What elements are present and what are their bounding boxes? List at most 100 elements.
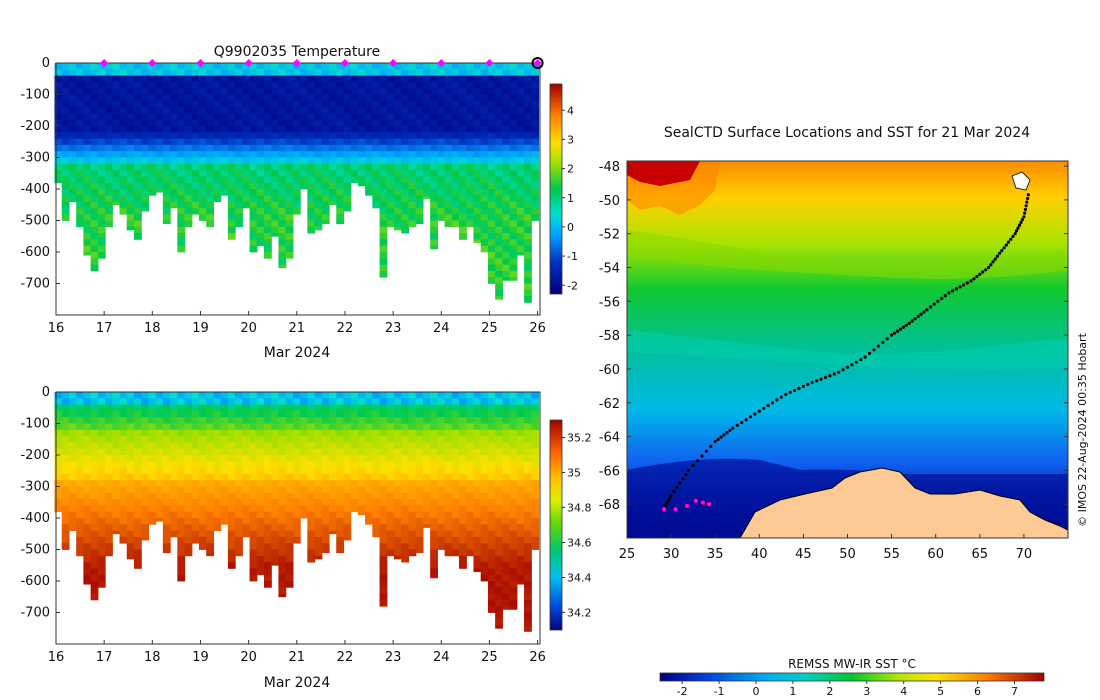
profile-cell [401, 467, 410, 475]
track-point [810, 380, 814, 385]
profile-cell [401, 63, 410, 70]
profile-cell [314, 492, 323, 500]
profile-cell [321, 144, 330, 152]
profile-cell [256, 176, 265, 184]
profile-cell [357, 486, 366, 494]
profile-cell [76, 486, 84, 494]
profile-cell [386, 549, 395, 557]
profile-cell [83, 119, 92, 127]
profile-cell [68, 69, 77, 76]
profile-cell [141, 170, 149, 177]
profile-cell [76, 467, 84, 475]
profile-cell [198, 536, 207, 544]
profile-cell [516, 461, 525, 468]
profile-cell [278, 264, 287, 269]
profile-cell [68, 88, 77, 95]
profile-cell [444, 404, 453, 412]
profile-cell [141, 144, 149, 152]
profile-cell [206, 195, 215, 202]
profile-cell [126, 404, 135, 412]
profile-cell [105, 195, 113, 202]
profile-cell [336, 132, 345, 139]
profile-cell [148, 138, 157, 146]
profile-cell [177, 410, 186, 418]
profile-cell [278, 505, 287, 513]
profile-cell [271, 392, 280, 399]
profile-cell [285, 467, 294, 475]
profile-cell [133, 214, 142, 221]
profile-cell [235, 404, 243, 412]
track-point [801, 384, 806, 388]
profile-cell [495, 289, 503, 297]
profile-cell [126, 119, 135, 127]
profile-cell [105, 448, 113, 456]
profile-cell [198, 138, 207, 146]
profile-cell [278, 429, 287, 437]
profile-cell [459, 392, 467, 399]
profile-cell [350, 461, 359, 468]
profile-cell [271, 226, 280, 234]
profile-cell [473, 480, 482, 487]
profile-cell [235, 524, 243, 531]
profile-cell [249, 461, 258, 468]
track-point [898, 327, 903, 331]
profile-cell [68, 63, 77, 70]
profile-cell [524, 524, 532, 531]
profile-cell [422, 75, 431, 83]
profile-cell [495, 252, 503, 259]
profile-cell [466, 75, 475, 83]
profile-column [437, 392, 446, 550]
profile-cell [83, 568, 92, 576]
profile-cell [357, 455, 366, 462]
track-point [819, 377, 823, 381]
profile-cell [466, 467, 475, 475]
profile-cell [307, 113, 316, 121]
profile-cell [444, 132, 453, 139]
x-tick-label: 17 [96, 650, 113, 665]
profile-cell [524, 119, 532, 127]
profile-cell [198, 442, 207, 450]
profile-cell [220, 492, 229, 500]
profile-cell [379, 88, 388, 95]
profile-cell [516, 157, 525, 165]
profile-cell [249, 404, 258, 412]
profile-cell [285, 499, 294, 506]
profile-cell [76, 144, 84, 152]
profile-cell [184, 81, 193, 89]
profile-cell [444, 220, 453, 228]
track-point [993, 257, 997, 261]
profile-cell [516, 119, 525, 127]
profile-cell [184, 417, 193, 424]
profile-cell [235, 201, 243, 209]
longitude-tick-label: 60 [927, 547, 944, 562]
colorbar-tick-label: 34.4 [567, 572, 592, 585]
profile-cell [170, 524, 178, 531]
profile-cell [343, 100, 352, 108]
profile-cell [249, 486, 258, 494]
profile-cell [473, 536, 482, 544]
profile-cell [487, 404, 496, 412]
profile-cell [444, 543, 453, 550]
profile-cell [227, 220, 236, 228]
profile-cell [408, 536, 417, 544]
profile-cell [459, 151, 467, 158]
profile-cell [329, 126, 337, 133]
track-point [713, 440, 717, 444]
profile-cell [83, 170, 92, 177]
profile-cell [480, 543, 489, 550]
profile-cell [90, 448, 99, 456]
profile-cell [408, 220, 417, 228]
profile-cell [191, 536, 200, 544]
profile-cell [191, 429, 200, 437]
profile-cell [487, 182, 496, 190]
profile-cell [386, 138, 395, 146]
profile-cell [278, 258, 287, 265]
sst-field [627, 161, 1068, 538]
profile-cell [365, 157, 373, 165]
profile-cell [61, 536, 70, 544]
profile-cell [292, 467, 301, 475]
profile-cell [459, 562, 467, 569]
profile-cell [415, 119, 424, 127]
profile-cell [401, 392, 410, 399]
profile-cell [524, 157, 532, 165]
